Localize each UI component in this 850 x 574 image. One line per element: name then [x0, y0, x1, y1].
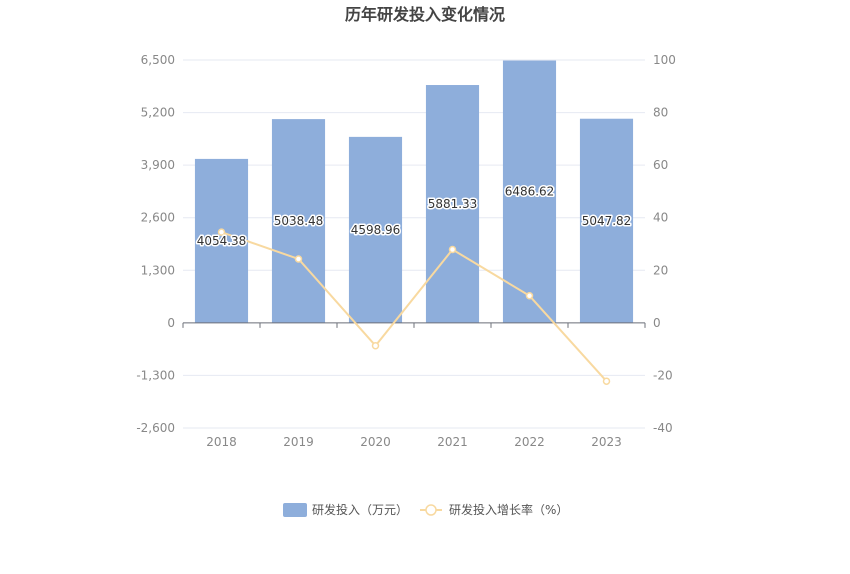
grid-lines	[183, 59, 645, 429]
bar-data-label: 5047.82	[582, 214, 632, 228]
y-right-tick-label: 20	[653, 263, 668, 277]
bar[interactable]	[194, 158, 249, 323]
y-right-tick-label: 100	[653, 53, 676, 67]
y-left-tick-label: 6,500	[141, 53, 175, 67]
legend-bar-swatch[interactable]	[283, 503, 307, 517]
x-tick-label: 2022	[514, 435, 545, 449]
y-left-tick-label: 2,600	[141, 211, 175, 225]
y-right-tick-label: 40	[653, 211, 668, 225]
bar-data-label: 4054.38	[197, 234, 247, 248]
y-left-tick-label: 1,300	[141, 263, 175, 277]
bar[interactable]	[502, 60, 557, 323]
y-left-tick-label: 5,200	[141, 106, 175, 120]
y-right-tick-label: -20	[653, 368, 673, 382]
bar[interactable]	[271, 119, 326, 323]
x-tick-label: 2019	[283, 435, 314, 449]
bar[interactable]	[579, 118, 634, 323]
bar-data-label: 4598.96	[351, 223, 401, 237]
bar[interactable]	[425, 85, 480, 323]
line-point[interactable]	[371, 341, 380, 350]
x-tick-label: 2023	[591, 435, 622, 449]
y-right-tick-label: -40	[653, 421, 673, 435]
line-series	[217, 228, 611, 385]
line-point[interactable]	[602, 377, 611, 385]
legend-line-label[interactable]: 研发投入增长率（%）	[449, 502, 568, 517]
legend-line-marker[interactable]	[425, 504, 437, 516]
left-axis: 6,500 5,200 3,900 2,600 1,300 0 -1,300 -2,600	[136, 53, 175, 435]
bar-data-label: 5038.48	[274, 214, 324, 228]
bar-data-label: 6486.62	[505, 185, 555, 199]
x-axis	[182, 322, 646, 328]
line-point[interactable]	[525, 292, 534, 300]
x-tick-label: 2020	[360, 435, 391, 449]
bar[interactable]	[348, 136, 403, 323]
line-point[interactable]	[448, 245, 457, 254]
legend[interactable]: 研发投入（万元） 研发投入增长率（%）	[283, 502, 568, 517]
y-left-tick-label: 0	[167, 316, 175, 330]
chart-title: 历年研发投入变化情况	[345, 5, 505, 24]
x-axis-labels: 2018 2019 2020 2021 2022 2023	[206, 435, 622, 449]
y-left-tick-label: -1,300	[136, 368, 175, 382]
legend-bar-label[interactable]: 研发投入（万元）	[312, 502, 408, 517]
line-point[interactable]	[217, 228, 226, 236]
line-point[interactable]	[294, 255, 303, 263]
growth-line	[221, 231, 608, 382]
bar-series	[194, 60, 634, 323]
y-left-tick-label: 3,900	[141, 158, 175, 172]
y-right-tick-label: 0	[653, 316, 661, 330]
y-right-tick-label: 60	[653, 158, 668, 172]
y-left-tick-label: -2,600	[136, 421, 175, 435]
x-tick-label: 2018	[206, 435, 237, 449]
y-right-tick-label: 80	[653, 106, 668, 120]
x-tick-label: 2021	[437, 435, 468, 449]
bar-data-label: 5881.33	[428, 197, 478, 211]
bar-data-labels: 4054.38 5038.48 4598.96 5881.33 6486.62 5047.…	[195, 183, 633, 249]
right-axis: 100 80 60 40 20 0 -20 -40	[653, 53, 676, 435]
